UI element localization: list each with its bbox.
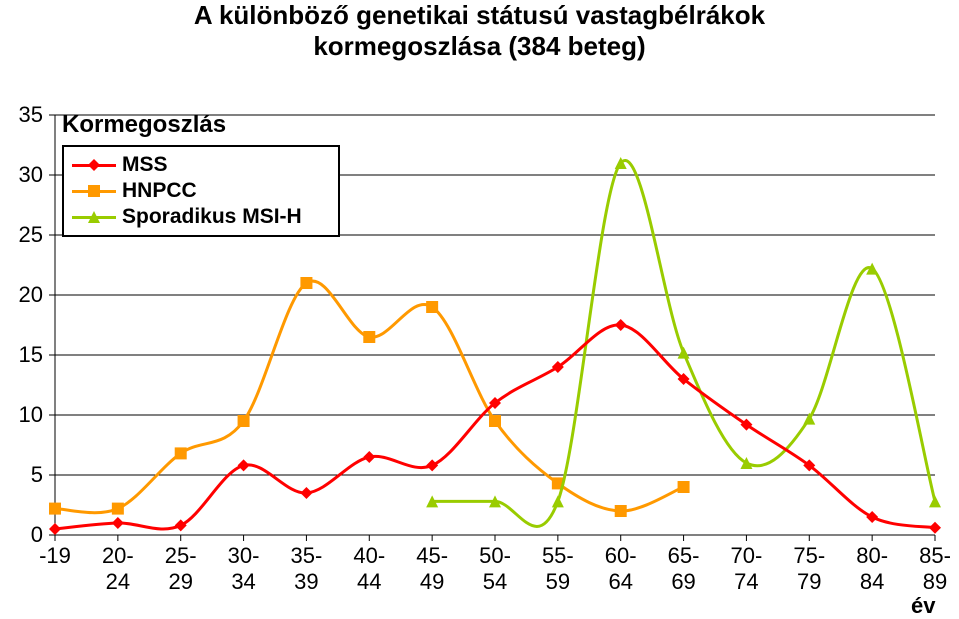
y-tick-label: 10 bbox=[0, 402, 43, 428]
series-marker-HNPCC bbox=[112, 503, 124, 515]
chart-title: A különböző genetikai státusú vastagbélr… bbox=[0, 0, 959, 62]
x-tick-label: 40-44 bbox=[353, 543, 385, 595]
x-tick-label: 65-69 bbox=[668, 543, 700, 595]
series-marker-MSS bbox=[300, 487, 312, 499]
x-tick-label: 20-24 bbox=[102, 543, 134, 595]
series-marker-SporadikusMSI-H bbox=[803, 413, 815, 425]
series-marker-MSS bbox=[363, 451, 375, 463]
x-tick-label: 55-59 bbox=[542, 543, 574, 595]
series-marker-HNPCC bbox=[426, 301, 438, 313]
legend-item: MSS bbox=[72, 153, 330, 177]
series-marker-HNPCC bbox=[175, 447, 187, 459]
y-tick-label: 15 bbox=[0, 342, 43, 368]
legend-item: HNPCC bbox=[72, 179, 330, 203]
legend-item: Sporadikus MSI-H bbox=[72, 205, 330, 229]
series-marker-HNPCC bbox=[238, 415, 250, 427]
chart-container: { "title_line1": "A különböző genetikai … bbox=[0, 0, 959, 617]
series-marker-MSS bbox=[866, 511, 878, 523]
y-tick-label: 35 bbox=[0, 102, 43, 128]
x-tick-label: 30-34 bbox=[228, 543, 260, 595]
x-tick-label: 60-64 bbox=[605, 543, 637, 595]
series-marker-SporadikusMSI-H bbox=[929, 495, 941, 507]
x-tick-label: 50-54 bbox=[479, 543, 511, 595]
series-marker-HNPCC bbox=[489, 415, 501, 427]
legend-box: MSSHNPCCSporadikus MSI-H bbox=[62, 145, 340, 237]
x-tick-label: 35-39 bbox=[291, 543, 323, 595]
x-tick-label: 45-49 bbox=[416, 543, 448, 595]
series-marker-MSS bbox=[238, 459, 250, 471]
series-marker-SporadikusMSI-H bbox=[615, 157, 627, 169]
series-marker-SporadikusMSI-H bbox=[552, 495, 564, 507]
y-tick-label: 30 bbox=[0, 162, 43, 188]
series-marker-HNPCC bbox=[678, 481, 690, 493]
legend-symbol bbox=[72, 182, 116, 200]
y-tick-label: 5 bbox=[0, 462, 43, 488]
series-marker-MSS bbox=[929, 522, 941, 534]
x-tick-label: 25-29 bbox=[165, 543, 197, 595]
title-line-1: A különböző genetikai státusú vastagbélr… bbox=[194, 0, 765, 30]
y-tick-label: 25 bbox=[0, 222, 43, 248]
series-marker-HNPCC bbox=[49, 503, 61, 515]
x-axis-label: év bbox=[911, 593, 935, 619]
legend-label: HNPCC bbox=[122, 179, 197, 203]
legend-label: MSS bbox=[122, 153, 168, 177]
legend-symbol bbox=[72, 208, 116, 226]
y-tick-label: 0 bbox=[0, 522, 43, 548]
x-tick-label: 70-74 bbox=[731, 543, 763, 595]
x-tick-label: 85-89 bbox=[919, 543, 951, 595]
series-marker-MSS bbox=[49, 523, 61, 535]
series-marker-MSS bbox=[112, 517, 124, 529]
series-marker-MSS bbox=[426, 459, 438, 471]
series-marker-SporadikusMSI-H bbox=[678, 347, 690, 359]
series-line-SporadikusMSI-H bbox=[432, 160, 935, 526]
legend-label: Sporadikus MSI-H bbox=[122, 205, 302, 229]
series-marker-HNPCC bbox=[615, 505, 627, 517]
legend-symbol bbox=[72, 156, 116, 174]
x-tick-label: 80-84 bbox=[856, 543, 888, 595]
x-tick-label: -19 bbox=[39, 543, 71, 569]
series-marker-HNPCC bbox=[300, 277, 312, 289]
x-tick-label: 75-79 bbox=[793, 543, 825, 595]
series-marker-MSS bbox=[615, 319, 627, 331]
y-tick-label: 20 bbox=[0, 282, 43, 308]
title-line-2: kormegoszlása (384 beteg) bbox=[313, 31, 645, 61]
series-marker-HNPCC bbox=[363, 331, 375, 343]
